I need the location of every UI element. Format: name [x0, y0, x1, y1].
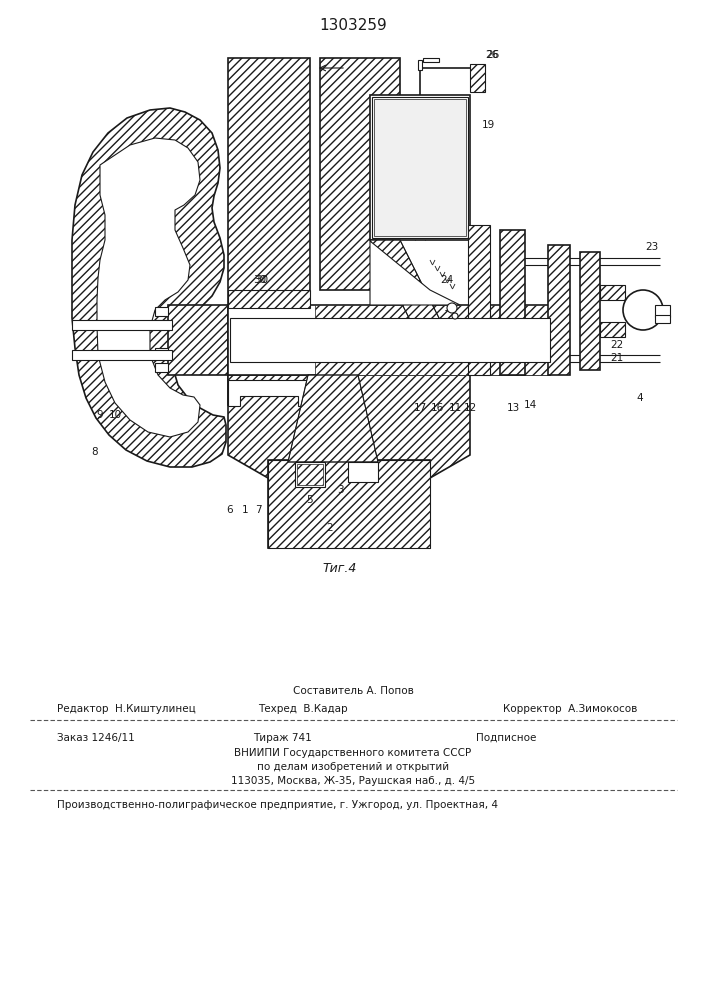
- Text: 16: 16: [431, 403, 443, 413]
- Bar: [297, 464, 323, 485]
- Bar: [372, 97, 468, 238]
- Polygon shape: [580, 252, 600, 370]
- Bar: [655, 315, 670, 323]
- Polygon shape: [500, 230, 525, 375]
- Text: 26: 26: [486, 50, 500, 60]
- Polygon shape: [228, 375, 470, 478]
- Text: ВНИИПИ Государственного комитета СССР: ВНИИПИ Государственного комитета СССР: [235, 748, 472, 758]
- Text: 6: 6: [227, 505, 233, 515]
- Bar: [374, 99, 466, 236]
- Bar: [370, 95, 470, 240]
- Polygon shape: [315, 362, 550, 375]
- Bar: [295, 462, 325, 487]
- Bar: [228, 290, 310, 308]
- Bar: [348, 462, 378, 482]
- Polygon shape: [228, 58, 310, 405]
- Polygon shape: [320, 58, 400, 290]
- Text: 5: 5: [307, 495, 313, 505]
- Bar: [155, 348, 168, 357]
- Polygon shape: [97, 138, 200, 437]
- Bar: [72, 350, 172, 360]
- Polygon shape: [468, 225, 490, 375]
- Text: 1: 1: [242, 505, 248, 515]
- Text: Составитель А. Попов: Составитель А. Попов: [293, 686, 414, 696]
- Polygon shape: [268, 460, 430, 548]
- Polygon shape: [548, 245, 570, 375]
- Polygon shape: [288, 375, 378, 462]
- Text: 12: 12: [463, 403, 477, 413]
- Text: Τиг.4: Τиг.4: [323, 562, 357, 574]
- Polygon shape: [370, 240, 450, 340]
- Text: 11: 11: [448, 403, 462, 413]
- Text: 14: 14: [523, 400, 537, 410]
- Text: Тираж 741: Тираж 741: [253, 733, 312, 743]
- Text: 26: 26: [486, 50, 498, 60]
- Bar: [155, 363, 168, 372]
- Polygon shape: [315, 305, 550, 318]
- Circle shape: [452, 313, 458, 319]
- Text: 30: 30: [253, 275, 267, 285]
- Circle shape: [623, 290, 663, 330]
- Text: 8: 8: [92, 447, 98, 457]
- Text: 17: 17: [414, 403, 426, 413]
- Bar: [655, 305, 670, 317]
- Text: Корректор  А.Зимокосов: Корректор А.Зимокосов: [503, 704, 638, 714]
- Text: 30: 30: [255, 275, 269, 285]
- Polygon shape: [228, 380, 310, 406]
- Text: 21: 21: [610, 353, 624, 363]
- Text: 2: 2: [327, 523, 333, 533]
- Bar: [423, 58, 439, 62]
- Text: по делам изобретений и открытий: по делам изобретений и открытий: [257, 762, 449, 772]
- Bar: [72, 320, 172, 330]
- Text: 7: 7: [255, 505, 262, 515]
- Polygon shape: [72, 108, 226, 467]
- Text: 3: 3: [337, 485, 344, 495]
- Text: 9: 9: [97, 410, 103, 420]
- Text: 10: 10: [108, 410, 122, 420]
- Text: 4: 4: [637, 393, 643, 403]
- Polygon shape: [228, 305, 550, 375]
- Polygon shape: [370, 241, 460, 305]
- Text: 18: 18: [443, 303, 457, 313]
- Text: 15: 15: [468, 325, 481, 335]
- Text: Техред  В.Кадар: Техред В.Кадар: [258, 704, 348, 714]
- Bar: [600, 322, 625, 337]
- Circle shape: [447, 303, 457, 313]
- Text: Редактор  Н.Киштулинец: Редактор Н.Киштулинец: [57, 704, 196, 714]
- Bar: [600, 285, 625, 300]
- Text: 20: 20: [641, 293, 655, 303]
- Text: Заказ 1246/11: Заказ 1246/11: [57, 733, 135, 743]
- Text: 24: 24: [440, 275, 454, 285]
- Bar: [230, 318, 550, 362]
- Text: 23: 23: [645, 242, 659, 252]
- Bar: [155, 307, 168, 316]
- Text: 1303259: 1303259: [319, 18, 387, 33]
- Text: Производственно-полиграфическое предприятие, г. Ужгород, ул. Проектная, 4: Производственно-полиграфическое предприя…: [57, 800, 498, 810]
- Text: 22: 22: [610, 340, 624, 350]
- Bar: [470, 64, 485, 92]
- Text: Подписное: Подписное: [476, 733, 537, 743]
- Bar: [268, 460, 430, 548]
- Text: 19: 19: [481, 120, 495, 130]
- Text: 113035, Москва, Ж-35, Раушская наб., д. 4/5: 113035, Москва, Ж-35, Раушская наб., д. …: [231, 776, 475, 786]
- Bar: [155, 320, 168, 329]
- Text: 25: 25: [373, 250, 387, 260]
- Bar: [418, 60, 422, 70]
- Text: 13: 13: [506, 403, 520, 413]
- Polygon shape: [168, 305, 228, 375]
